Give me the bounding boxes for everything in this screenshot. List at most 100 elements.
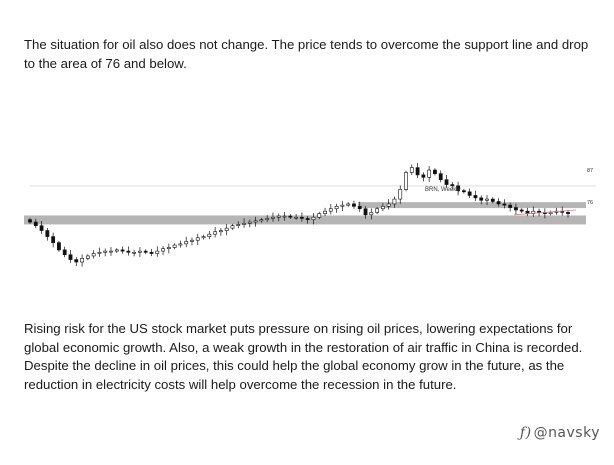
candle — [219, 227, 223, 236]
candle — [114, 248, 119, 253]
candle — [253, 216, 258, 227]
candle — [421, 172, 426, 182]
candle — [409, 164, 414, 176]
candle — [190, 237, 194, 246]
candle — [120, 246, 125, 254]
candle — [132, 249, 137, 257]
candle — [155, 246, 160, 257]
candle — [265, 215, 270, 223]
candle — [207, 230, 212, 240]
candle — [62, 246, 67, 258]
paragraph-analysis: Rising risk for the US stock market puts… — [24, 321, 583, 392]
candle — [201, 234, 206, 240]
candle — [566, 209, 570, 218]
candle — [548, 210, 553, 216]
candle — [299, 212, 304, 222]
candle — [57, 240, 61, 252]
candle — [305, 215, 310, 224]
candle — [85, 254, 90, 261]
candle — [276, 213, 281, 222]
candle — [195, 233, 200, 245]
oil-price-chart: BRN, Weekly 87 76 — [24, 162, 596, 267]
candle — [323, 207, 327, 217]
candle — [242, 218, 246, 228]
candle — [213, 227, 218, 238]
instrument-label: BRN, Weekly — [425, 187, 461, 193]
candle — [74, 257, 79, 266]
candle — [404, 170, 408, 192]
candle — [224, 224, 229, 236]
candle — [392, 196, 397, 208]
candle — [386, 199, 391, 210]
author-watermark: ƒ) @navsky — [520, 425, 600, 441]
candle — [143, 249, 148, 255]
candle — [525, 207, 530, 217]
candle — [444, 175, 449, 188]
candle — [236, 221, 241, 229]
author-handle: @navsky — [533, 425, 600, 441]
candle — [271, 212, 275, 222]
candle — [467, 188, 472, 198]
candle — [508, 202, 513, 212]
candle — [427, 166, 432, 183]
candle — [247, 219, 252, 228]
candle — [294, 213, 299, 220]
candle — [166, 243, 171, 254]
candle — [352, 200, 356, 209]
candle — [97, 247, 102, 257]
candle — [109, 247, 113, 256]
candle — [490, 197, 495, 204]
candle — [91, 250, 96, 259]
level-76-label: 76 — [587, 200, 593, 206]
candle — [415, 162, 420, 179]
candle — [456, 181, 460, 196]
candle — [334, 203, 339, 213]
candle — [363, 206, 368, 219]
candle — [369, 208, 374, 220]
resistance-band-87 — [358, 202, 586, 209]
candle — [479, 195, 484, 205]
candle — [375, 206, 379, 215]
candle — [398, 185, 403, 204]
candle — [28, 217, 32, 224]
candle — [103, 248, 108, 257]
candle — [502, 199, 507, 209]
candle — [288, 214, 293, 220]
candle — [311, 213, 316, 225]
candle — [259, 217, 264, 223]
candle — [485, 195, 489, 206]
candle — [33, 218, 38, 229]
candle — [39, 220, 44, 234]
candle — [473, 190, 478, 202]
candle — [438, 170, 443, 183]
candle — [357, 201, 362, 213]
candle — [80, 254, 84, 267]
candle — [178, 240, 183, 248]
candle — [138, 247, 142, 258]
candle — [317, 211, 322, 220]
candle — [461, 188, 466, 194]
candle — [433, 168, 437, 176]
candle — [496, 198, 501, 207]
candle — [340, 201, 345, 212]
candle — [126, 246, 131, 256]
candle — [346, 202, 351, 207]
candle — [282, 212, 287, 221]
candle — [149, 249, 154, 257]
candle — [68, 250, 73, 263]
candle — [450, 182, 455, 190]
paragraph-intro: The situation for oil also does not chan… — [24, 37, 589, 71]
candle — [51, 232, 56, 248]
trend-line — [513, 209, 577, 216]
candle — [519, 208, 524, 213]
candle — [380, 203, 385, 212]
candle — [172, 243, 177, 250]
support-band-76 — [24, 215, 586, 225]
candle — [514, 203, 518, 215]
candle — [230, 223, 235, 230]
candle — [328, 204, 333, 215]
level-87-label: 87 — [587, 168, 593, 174]
logo-icon: ƒ) — [519, 425, 532, 441]
candle — [184, 236, 189, 248]
candle — [161, 246, 165, 256]
